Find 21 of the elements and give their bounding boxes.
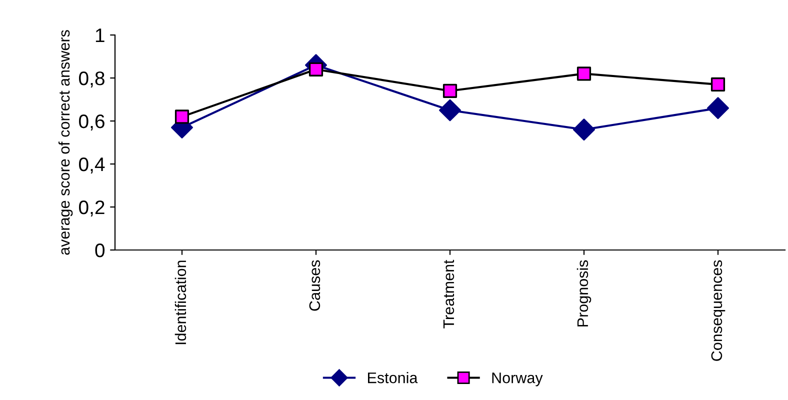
y-tick-label: 0,6 <box>79 114 104 131</box>
point <box>573 118 595 141</box>
x-tick-label: Prognosis <box>576 260 592 326</box>
point <box>174 110 190 124</box>
point <box>710 77 726 92</box>
y-axis-title: average score of correct answers <box>58 30 73 255</box>
y-tick-label: 0,2 <box>79 200 104 217</box>
point <box>707 97 729 120</box>
legend-label: Estonia <box>368 372 418 384</box>
x-tick-label: Consequences <box>711 260 726 361</box>
y-tick-label: 0,8 <box>79 71 104 88</box>
point <box>439 99 461 122</box>
point <box>442 84 458 98</box>
x-tick-label: Causes <box>309 260 320 311</box>
y-tick-label: 0,4 <box>79 157 105 174</box>
point <box>576 66 592 81</box>
y-tick-label: 0 <box>95 243 105 258</box>
x-tick-label: Treatment <box>443 260 454 328</box>
legend-label: Norway <box>492 372 543 386</box>
y-tick-label: 1 <box>96 28 104 42</box>
x-tick-label: Identification <box>174 260 186 344</box>
